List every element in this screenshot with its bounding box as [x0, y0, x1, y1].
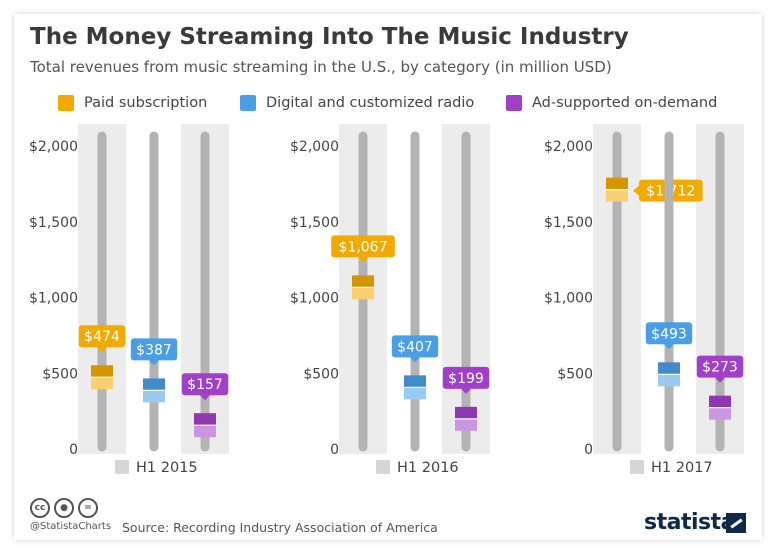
y-tick-label: $2,000	[544, 139, 593, 155]
category-label: H1 2016	[397, 460, 459, 476]
value-label: $474	[84, 329, 120, 345]
statista-logo: statista	[644, 510, 735, 535]
value-label-box	[78, 325, 126, 348]
value-label: $273	[702, 360, 738, 376]
y-tick-label: $1,000	[544, 291, 593, 307]
value-label-pointer	[97, 347, 107, 353]
license-icons: cc ● =	[30, 498, 98, 518]
legend-label: Ad-supported on-demand	[532, 95, 718, 111]
marker-radio	[143, 390, 165, 403]
value-label-box	[130, 338, 178, 361]
marker-ad	[455, 406, 477, 419]
y-tick-label: 0	[330, 442, 339, 458]
y-tick-label: $500	[557, 366, 593, 382]
value-label-box	[391, 335, 439, 358]
y-tick-label: 0	[69, 442, 78, 458]
y-tick-label: $1,000	[290, 291, 339, 307]
by-icon: ●	[54, 498, 74, 518]
y-tick-label: $500	[303, 366, 339, 382]
marker-paid	[606, 177, 628, 190]
category-swatch	[376, 460, 390, 474]
marker-paid	[91, 377, 113, 390]
value-label: $199	[448, 371, 484, 387]
value-label: $157	[187, 377, 223, 393]
marker-ad	[709, 395, 731, 408]
legend-item-ad-supported: Ad-supported on-demand	[506, 95, 717, 111]
chart-subtitle: Total revenues from music streaming in t…	[30, 58, 612, 76]
legend: Paid subscription Digital and customized…	[0, 95, 776, 115]
legend-swatch-radio	[240, 95, 256, 111]
legend-item-digital-radio: Digital and customized radio	[240, 95, 474, 111]
marker-radio	[143, 378, 165, 391]
value-label-pointer	[358, 257, 368, 263]
marker-paid	[352, 287, 374, 300]
marker-radio	[404, 375, 426, 388]
value-label-pointer	[149, 360, 159, 366]
value-label-box	[442, 366, 490, 389]
source-text: Source: Recording Industry Association o…	[122, 520, 438, 535]
value-label-box	[645, 322, 693, 345]
legend-swatch-ad	[506, 95, 522, 111]
y-tick-label: $500	[42, 366, 78, 382]
value-label: $387	[136, 342, 172, 358]
value-label-box	[181, 373, 229, 396]
value-label: $1,067	[339, 239, 388, 255]
category-label: H1 2015	[136, 460, 198, 476]
chart-title: The Money Streaming Into The Music Indus…	[30, 24, 629, 50]
marker-ad	[194, 425, 216, 438]
value-label: $407	[397, 339, 433, 355]
nd-icon: =	[78, 498, 98, 518]
legend-swatch-paid	[58, 95, 74, 111]
y-tick-label: $1,500	[290, 215, 339, 231]
y-tick-label: $2,000	[29, 139, 78, 155]
y-tick-label: $1,000	[29, 291, 78, 307]
marker-paid	[606, 189, 628, 202]
value-label-box	[331, 235, 395, 258]
y-tick-label: $1,500	[29, 215, 78, 231]
marker-paid	[91, 365, 113, 378]
marker-ad	[455, 418, 477, 431]
marker-ad	[194, 413, 216, 426]
category-swatch	[630, 460, 644, 474]
marker-radio	[658, 362, 680, 375]
statista-logo-icon	[726, 513, 746, 533]
value-label-box	[696, 355, 744, 378]
category-label: H1 2017	[651, 460, 713, 476]
marker-radio	[404, 387, 426, 400]
legend-item-paid-subscription: Paid subscription	[58, 95, 207, 111]
cc-icon: cc	[30, 498, 50, 518]
marker-radio	[658, 374, 680, 387]
value-label: $493	[651, 326, 687, 342]
marker-ad	[709, 407, 731, 420]
value-label-pointer	[410, 357, 420, 363]
y-tick-label: $1,500	[544, 215, 593, 231]
y-tick-label: $2,000	[290, 139, 339, 155]
value-label-pointer	[200, 395, 210, 401]
value-label-pointer	[664, 344, 674, 350]
value-label-pointer	[715, 377, 725, 383]
twitter-handle: @StatistaCharts	[30, 521, 112, 532]
marker-paid	[352, 275, 374, 288]
category-swatch	[115, 460, 129, 474]
value-label-pointer	[633, 185, 639, 196]
legend-label: Paid subscription	[84, 95, 208, 111]
legend-label: Digital and customized radio	[266, 95, 475, 111]
value-label-pointer	[461, 388, 471, 394]
y-tick-label: 0	[584, 442, 593, 458]
